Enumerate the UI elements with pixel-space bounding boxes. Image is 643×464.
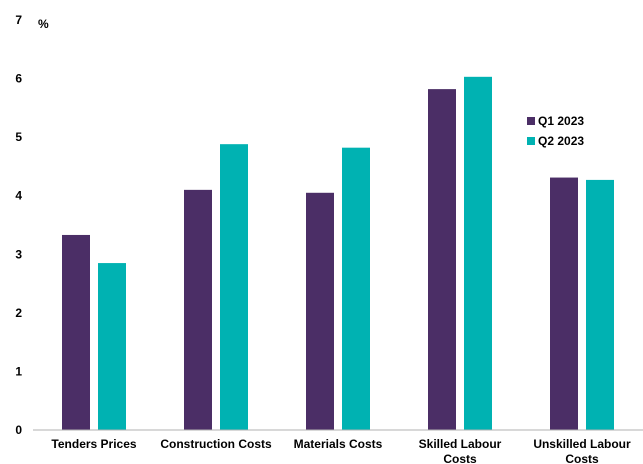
bar-q2-4 xyxy=(586,179,614,430)
bar-q1-2 xyxy=(306,192,334,430)
bar-q1-3 xyxy=(428,89,456,430)
x-category-label-line: Skilled Labour xyxy=(419,437,502,451)
legend-label-q2: Q2 2023 xyxy=(538,134,584,148)
x-category-label-line: Costs xyxy=(443,452,477,464)
x-category-label-line: Materials Costs xyxy=(294,437,383,451)
x-category-label-line: Tenders Prices xyxy=(51,437,136,451)
y-tick-label: 1 xyxy=(15,364,22,378)
legend: Q1 2023 Q2 2023 xyxy=(527,114,584,148)
legend-swatch-q2 xyxy=(527,137,535,145)
y-tick-label: 6 xyxy=(15,72,22,86)
bar-q2-3 xyxy=(464,76,492,431)
x-category-label: Construction Costs xyxy=(160,437,272,451)
bar-q2-1 xyxy=(220,144,248,430)
y-tick-label: 2 xyxy=(15,306,22,320)
y-tick-label: 7 xyxy=(15,13,22,27)
y-axis-unit-label: % xyxy=(38,17,49,31)
bar-q2-2 xyxy=(342,147,370,430)
x-axis-labels: Tenders Prices Construction Costs Material… xyxy=(51,437,631,464)
bar-q1-4 xyxy=(550,177,578,430)
x-category-label: Tenders Prices xyxy=(51,437,136,451)
legend-label-q1: Q1 2023 xyxy=(538,114,584,128)
legend-swatch-q1 xyxy=(527,117,535,125)
y-tick-label: 0 xyxy=(15,423,22,437)
x-category-label: Skilled Labour Costs xyxy=(419,437,502,464)
x-category-label-line: Costs xyxy=(565,452,599,464)
bar-q1-0 xyxy=(62,234,90,430)
x-category-label-line: Construction Costs xyxy=(160,437,272,451)
x-category-label-line: Unskilled Labour xyxy=(533,437,631,451)
y-tick-label: 4 xyxy=(15,189,22,203)
bar-q1-1 xyxy=(184,189,212,430)
y-tick-label: 3 xyxy=(15,247,22,261)
bar-q2-0 xyxy=(98,263,126,430)
y-axis-ticks: 0 1 2 3 4 5 6 7 xyxy=(15,13,22,437)
x-category-label: Materials Costs xyxy=(294,437,383,451)
bars xyxy=(62,76,614,431)
y-tick-label: 5 xyxy=(15,130,22,144)
x-category-label: Unskilled Labour Costs xyxy=(533,437,631,464)
